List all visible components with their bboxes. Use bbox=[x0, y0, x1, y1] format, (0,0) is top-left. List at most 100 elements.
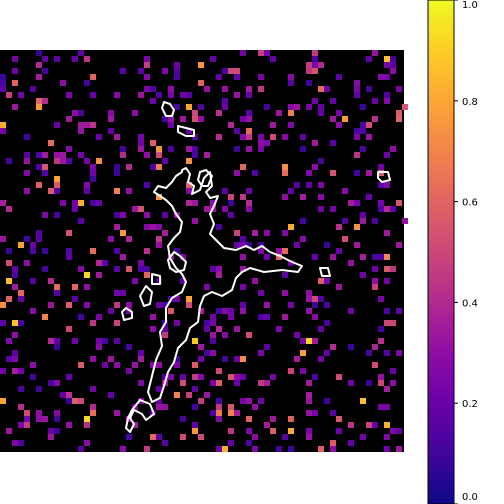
heatmap-pixel bbox=[318, 86, 324, 92]
heatmap-pixel bbox=[186, 158, 192, 164]
heatmap-pixel bbox=[258, 146, 264, 152]
heatmap-pixel bbox=[120, 68, 126, 74]
heatmap-pixel bbox=[306, 182, 312, 188]
heatmap-pixel bbox=[264, 254, 270, 260]
heatmap-pixel bbox=[294, 242, 300, 248]
heatmap-pixel bbox=[36, 236, 42, 242]
heatmap-pixel bbox=[234, 410, 240, 416]
heatmap-pixel bbox=[366, 422, 372, 428]
heatmap-pixel bbox=[114, 302, 120, 308]
heatmap-pixel bbox=[186, 302, 192, 308]
heatmap-pixel bbox=[78, 362, 84, 368]
heatmap-pixel bbox=[258, 242, 264, 248]
heatmap-pixel bbox=[258, 134, 264, 140]
heatmap-pixel bbox=[192, 134, 198, 140]
heatmap-pixel bbox=[54, 428, 60, 434]
heatmap-pixel bbox=[324, 350, 330, 356]
heatmap-pixel bbox=[90, 74, 96, 80]
heatmap-pixel bbox=[396, 242, 402, 248]
heatmap-pixel bbox=[390, 266, 396, 272]
heatmap-pixel bbox=[222, 104, 228, 110]
heatmap-pixel bbox=[54, 212, 60, 218]
heatmap-pixel bbox=[210, 200, 216, 206]
heatmap-pixel bbox=[402, 218, 408, 224]
heatmap-pixel bbox=[36, 50, 42, 56]
heatmap-pixel bbox=[336, 374, 342, 380]
heatmap-pixel bbox=[66, 248, 72, 254]
heatmap-pixel bbox=[198, 116, 204, 122]
heatmap-pixel bbox=[156, 152, 162, 158]
heatmap-pixel bbox=[162, 68, 168, 74]
heatmap-pixel bbox=[150, 434, 156, 440]
heatmap-pixel bbox=[54, 416, 60, 422]
contour-segment bbox=[139, 285, 153, 307]
heatmap-pixel bbox=[210, 320, 216, 326]
heatmap-pixel bbox=[246, 128, 252, 134]
heatmap-pixel bbox=[78, 314, 84, 320]
heatmap-pixel bbox=[90, 320, 96, 326]
heatmap-pixel bbox=[240, 164, 246, 170]
heatmap-pixel bbox=[42, 266, 48, 272]
heatmap-pixel bbox=[36, 164, 42, 170]
heatmap-pixel bbox=[198, 344, 204, 350]
heatmap-pixel bbox=[384, 92, 390, 98]
heatmap-pixel bbox=[384, 308, 390, 314]
heatmap-pixel bbox=[66, 374, 72, 380]
heatmap-pixel bbox=[156, 398, 162, 404]
heatmap-pixel bbox=[246, 398, 252, 404]
heatmap-pixel bbox=[84, 422, 90, 428]
heatmap-pixel bbox=[144, 56, 150, 62]
heatmap-pixel bbox=[234, 356, 240, 362]
heatmap-pixel bbox=[36, 62, 42, 68]
heatmap-pixel bbox=[222, 356, 228, 362]
heatmap-pixel bbox=[36, 74, 42, 80]
heatmap-pixel bbox=[78, 110, 84, 116]
heatmap-pixel bbox=[330, 98, 336, 104]
heatmap-pixel bbox=[108, 128, 114, 134]
heatmap-pixel bbox=[114, 338, 120, 344]
heatmap-pixel bbox=[378, 74, 384, 80]
heatmap-pixel bbox=[120, 254, 126, 260]
heatmap-pixel bbox=[186, 146, 192, 152]
heatmap-pixel bbox=[150, 362, 156, 368]
heatmap-pixels bbox=[0, 50, 408, 452]
heatmap-pixel bbox=[192, 116, 198, 122]
heatmap-pixel bbox=[108, 236, 114, 242]
heatmap-pixel bbox=[6, 158, 12, 164]
heatmap-pixel bbox=[162, 374, 168, 380]
heatmap-pixel bbox=[246, 134, 252, 140]
heatmap-pixel bbox=[48, 380, 54, 386]
heatmap-pixel bbox=[162, 404, 168, 410]
heatmap-pixel bbox=[60, 80, 66, 86]
heatmap-pixel bbox=[24, 188, 30, 194]
heatmap-pixel bbox=[318, 62, 324, 68]
heatmap-pixel bbox=[96, 338, 102, 344]
heatmap-pixel bbox=[126, 302, 132, 308]
heatmap-pixel bbox=[384, 266, 390, 272]
heatmap-pixel bbox=[330, 206, 336, 212]
heatmap-pixel bbox=[126, 434, 132, 440]
heatmap-pixel bbox=[354, 128, 360, 134]
heatmap-pixel bbox=[228, 428, 234, 434]
heatmap-pixel bbox=[78, 200, 84, 206]
heatmap-pixel bbox=[90, 200, 96, 206]
heatmap-pixel bbox=[168, 122, 174, 128]
heatmap-pixel bbox=[306, 338, 312, 344]
heatmap-pixel bbox=[312, 296, 318, 302]
heatmap-pixel bbox=[156, 236, 162, 242]
heatmap-pixel bbox=[240, 398, 246, 404]
heatmap-pixel bbox=[162, 302, 168, 308]
heatmap-pixel bbox=[132, 206, 138, 212]
heatmap-pixel bbox=[72, 338, 78, 344]
heatmap-pixel bbox=[12, 356, 18, 362]
heatmap-pixel bbox=[60, 200, 66, 206]
heatmap-pixel bbox=[378, 254, 384, 260]
heatmap-pixel bbox=[144, 248, 150, 254]
heatmap-pixel bbox=[234, 170, 240, 176]
heatmap-pixel bbox=[246, 110, 252, 116]
heatmap-pixel bbox=[396, 110, 402, 116]
heatmap-pixel bbox=[270, 374, 276, 380]
heatmap-pixel bbox=[384, 230, 390, 236]
heatmap-pixel bbox=[390, 146, 396, 152]
heatmap-pixel bbox=[120, 212, 126, 218]
